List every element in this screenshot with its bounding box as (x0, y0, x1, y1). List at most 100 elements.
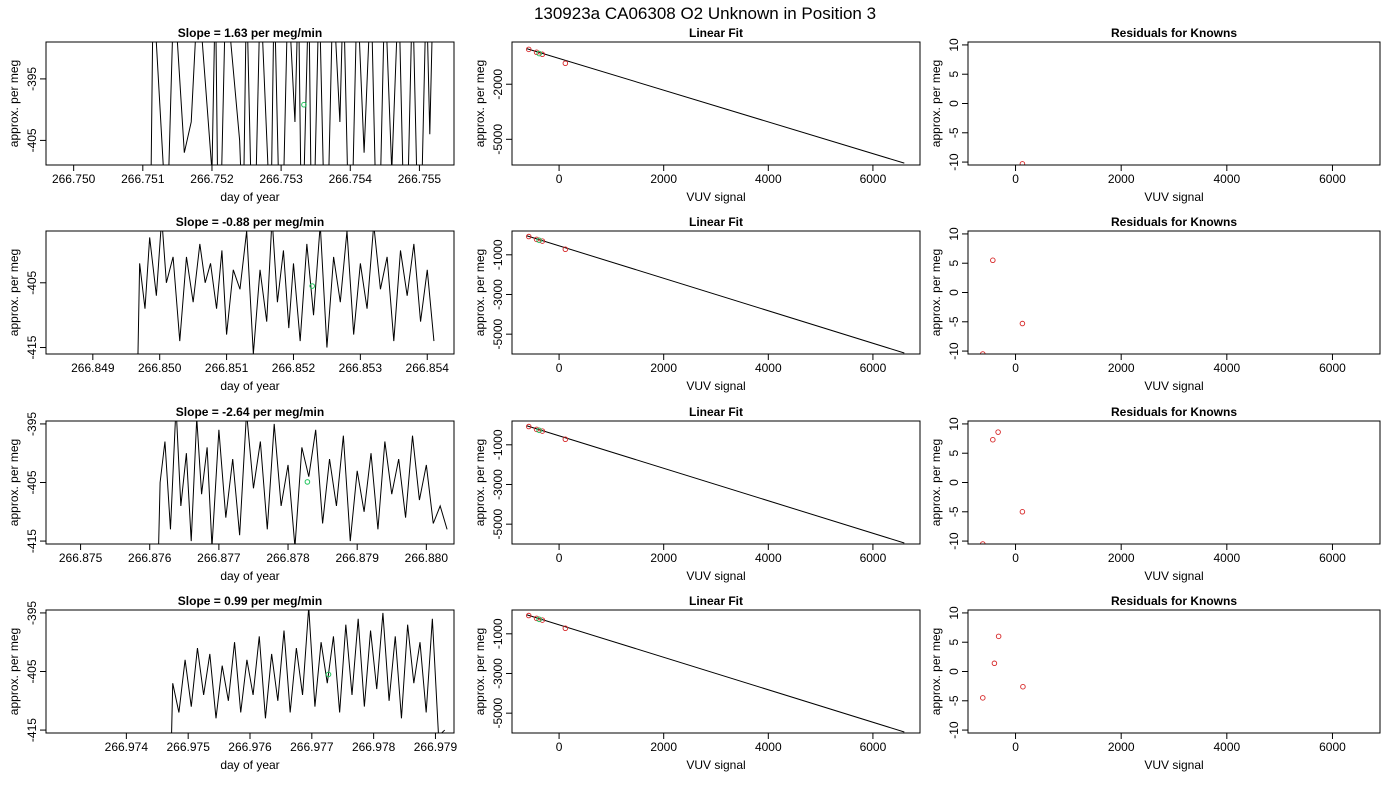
y-tick-label: -3000 (491, 469, 505, 500)
unknown-point (536, 427, 543, 434)
y-tick-label: -5 (947, 695, 961, 706)
residual-point (980, 541, 986, 544)
residual-point (991, 660, 998, 667)
panel-11: Linear Fit 0 2000 4000 6000 -1000 -3000 -5000 VU… (473, 594, 921, 772)
x-tick-label: 266.979 (414, 740, 458, 754)
y-tick-label: -5000 (491, 318, 505, 349)
x-tick-label: 4000 (1213, 361, 1240, 375)
known-point (533, 49, 540, 56)
x-tick-label: 266.877 (197, 551, 241, 565)
panel-title: Slope = -0.88 per meg/min (176, 215, 324, 229)
x-tick-label: 266.752 (190, 172, 234, 186)
y-tick-label: 0 (947, 668, 961, 675)
x-tick-label: 266.974 (105, 740, 149, 754)
x-tick-label: 6000 (1319, 740, 1346, 754)
known-point (562, 436, 569, 443)
residual-point (990, 436, 996, 443)
x-tick-label: 266.754 (329, 172, 373, 186)
x-axis-label: VUV signal (686, 569, 745, 583)
panel-12: Residuals for Knowns 0 2000 4000 6000 10 5 0 -5 -… (929, 594, 1381, 772)
plot-area (158, 421, 448, 544)
x-axis-label: VUV signal (1144, 379, 1203, 393)
y-tick-label: -5000 (491, 697, 505, 728)
x-tick-label: 266.875 (59, 551, 103, 565)
x-axis-label: VUV signal (1144, 758, 1203, 772)
plot-area (525, 612, 905, 733)
residual-point (980, 695, 986, 701)
x-tick-label: 266.852 (272, 361, 316, 375)
y-axis-label: approx. per meg (7, 439, 21, 526)
residual-point (990, 257, 996, 264)
fit-line (526, 48, 905, 164)
panel-title: Residuals for Knowns (1111, 26, 1237, 40)
x-tick-label: 2000 (1108, 172, 1135, 186)
x-tick-label: 266.975 (166, 740, 210, 754)
y-axis-label: approx. per meg (929, 60, 943, 147)
plot-area (980, 257, 1026, 354)
x-tick-label: 2000 (650, 361, 677, 375)
x-tick-label: 6000 (1319, 551, 1346, 565)
fit-line (526, 235, 905, 354)
unknown-point (536, 237, 543, 244)
y-axis-label: approx. per meg (929, 628, 943, 715)
y-axis-label: approx. per meg (7, 628, 21, 715)
y-tick-label: -5 (947, 127, 961, 138)
panel-grid: Slope = 1.63 per meg/min 266.750 266.751 26… (7, 26, 1381, 772)
y-tick-label: 0 (947, 289, 961, 296)
x-tick-label: 2000 (650, 740, 677, 754)
x-tick-label: 266.753 (259, 172, 303, 186)
x-axis-label: VUV signal (1144, 190, 1203, 204)
panel-title: Residuals for Knowns (1111, 405, 1237, 419)
panel-3: Residuals for Knowns 0 2000 4000 6000 10 5 0 -5 -… (929, 26, 1381, 204)
x-axis-label: VUV signal (686, 758, 745, 772)
y-tick-label: -415 (25, 718, 39, 742)
y-axis-label: approx. per meg (929, 249, 943, 336)
x-tick-label: 266.850 (138, 361, 182, 375)
y-tick-label: -1000 (491, 429, 505, 460)
y-tick-label: -3000 (491, 279, 505, 310)
known-point (539, 617, 546, 623)
unknown-point (301, 101, 307, 108)
y-axis-label: approx. per meg (929, 439, 943, 526)
panel-1: Slope = 1.63 per meg/min 266.750 266.751 26… (7, 26, 455, 204)
x-tick-label: 266.977 (290, 740, 334, 754)
plot-area (525, 423, 905, 544)
y-tick-label: 5 (947, 639, 961, 646)
known-point (562, 625, 569, 632)
x-tick-label: 266.755 (398, 172, 442, 186)
y-axis-label: approx. per meg (473, 60, 487, 147)
x-tick-label: 4000 (755, 740, 782, 754)
x-axis-label: day of year (220, 758, 279, 772)
y-tick-label: -3000 (491, 658, 505, 689)
residual-point (995, 633, 1002, 640)
residual-point (1019, 509, 1026, 515)
y-tick-label: 5 (947, 260, 961, 267)
panel-title: Linear Fit (689, 405, 743, 419)
plot-area (171, 610, 446, 733)
x-tick-label: 2000 (1108, 551, 1135, 565)
y-tick-label: -395 (25, 67, 39, 91)
y-tick-label: -5000 (491, 124, 505, 155)
known-point (525, 233, 532, 240)
y-axis-label: approx. per meg (473, 628, 487, 715)
y-tick-label: 5 (947, 71, 961, 78)
y-tick-label: -405 (25, 659, 39, 683)
x-axis-label: day of year (220, 379, 279, 393)
plot-frame (45, 41, 455, 166)
x-tick-label: 4000 (1213, 740, 1240, 754)
unknown-point (325, 671, 332, 678)
x-tick-label: 6000 (860, 740, 887, 754)
y-tick-label: -395 (25, 412, 39, 436)
plot-frame (511, 609, 921, 734)
series-line (150, 42, 433, 165)
panel-8: Linear Fit 0 2000 4000 6000 -1000 -3000 -5000 VU… (473, 405, 921, 583)
y-tick-label: -1000 (491, 618, 505, 649)
x-tick-label: 266.849 (71, 361, 115, 375)
y-tick-label: -10 (947, 153, 961, 171)
x-tick-label: 0 (556, 740, 563, 754)
residual-point (995, 429, 1001, 435)
series-line (137, 231, 435, 354)
panel-title: Residuals for Knowns (1111, 215, 1237, 229)
figure-title: 130923a CA06308 O2 Unknown in Position 3 (534, 4, 876, 23)
